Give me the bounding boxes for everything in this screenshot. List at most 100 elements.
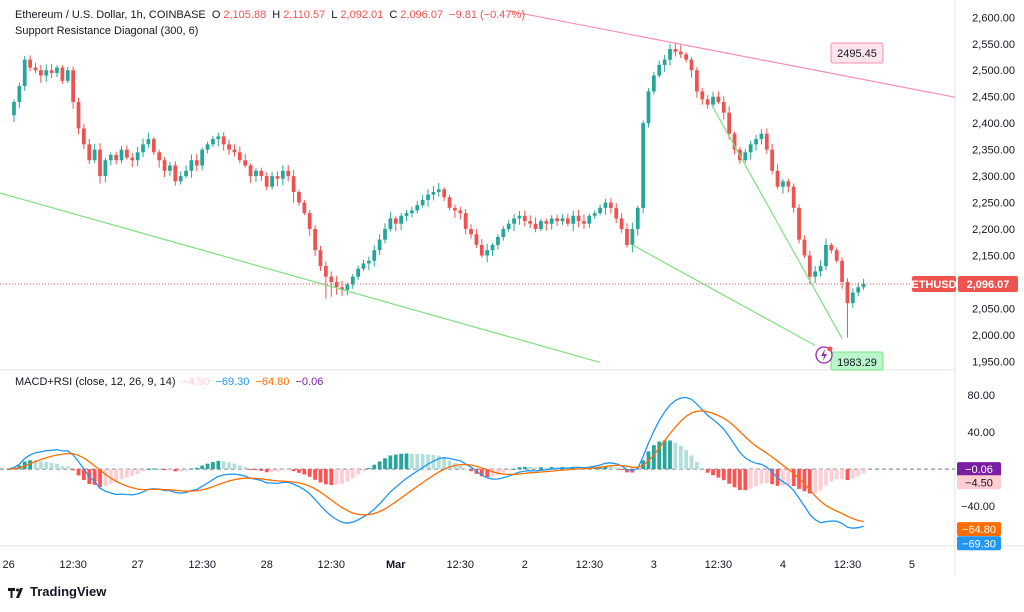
- candle-body: [92, 149, 97, 161]
- candle-body: [178, 176, 183, 182]
- macd-histogram-bar: [227, 462, 231, 470]
- low-label: L: [331, 9, 338, 21]
- macd-histogram-bar: [194, 467, 199, 470]
- candle-body: [243, 160, 248, 166]
- candle-body: [711, 96, 715, 105]
- candle-body: [286, 170, 291, 177]
- candle-body: [221, 136, 226, 145]
- macd-histogram-bar: [571, 467, 576, 470]
- macd-title: MACD+RSI (close, 12, 26, 9, 14): [15, 376, 176, 388]
- candle-body: [194, 160, 199, 166]
- candle-body: [732, 133, 737, 150]
- macd-histogram-bar: [28, 460, 32, 470]
- macd-histogram-bar: [426, 454, 430, 470]
- candle-body: [431, 191, 436, 195]
- macd-histogram-bar: [463, 468, 468, 470]
- macd-histogram-bar: [759, 469, 764, 484]
- macd-histogram-bar: [302, 469, 307, 475]
- candle-body: [65, 70, 70, 81]
- candle-body: [614, 207, 619, 219]
- candle-body: [71, 70, 76, 102]
- candle-body: [474, 234, 479, 245]
- candle-body: [334, 281, 339, 288]
- time-tick-label: 3: [651, 559, 657, 571]
- macd-histogram-bar: [721, 469, 726, 481]
- time-tick-label: 4: [780, 559, 786, 571]
- candle-body: [721, 101, 726, 113]
- macd-histogram-bar: [82, 469, 86, 481]
- macd-histogram-bar: [393, 454, 398, 470]
- lightning-icon: [815, 346, 833, 364]
- macd-histogram-bar: [420, 454, 425, 470]
- candle-body: [754, 139, 758, 145]
- macd-histogram-bar: [399, 453, 404, 470]
- low-value: 2,092.01: [340, 9, 384, 21]
- time-tick-label: 12:30: [576, 559, 604, 571]
- candle-body: [641, 123, 646, 208]
- macd-histogram-bar: [383, 458, 387, 470]
- macd-histogram-bar: [469, 469, 473, 472]
- macd-badge-text: −4.50: [965, 477, 993, 489]
- candle-body: [103, 160, 108, 177]
- candle-body: [232, 149, 237, 153]
- candle-body: [479, 244, 484, 256]
- macd-histogram-bar: [205, 463, 210, 470]
- symbol-title: Ethereum / U.S. Dollar, 1h, COINBASE: [15, 9, 206, 21]
- support-line: [712, 106, 843, 339]
- candle-body: [377, 239, 382, 251]
- macd-badge-text: −69.30: [962, 538, 996, 550]
- macd-histogram-bar: [738, 469, 742, 490]
- candle-body: [608, 202, 613, 208]
- macd-histogram-bar: [259, 469, 264, 471]
- tradingview-logo[interactable]: TradingView: [8, 584, 106, 599]
- macd-histogram-bar: [366, 468, 371, 470]
- candle-body: [372, 250, 377, 261]
- macd-histogram-bar: [485, 469, 490, 477]
- macd-histogram-bar: [114, 469, 119, 483]
- candle-body: [442, 189, 447, 198]
- candle-body: [764, 133, 769, 150]
- price-tick-label: 2,200.00: [972, 224, 1015, 236]
- macd-histogram-bar: [786, 469, 791, 486]
- macd-histogram-bar: [829, 469, 834, 482]
- macd-histogram-bar: [807, 469, 812, 494]
- candle-body: [463, 213, 468, 230]
- candle-body: [759, 133, 764, 140]
- macd-badge-text: −64.80: [962, 524, 996, 536]
- open-label: O: [211, 9, 221, 21]
- candle-body: [539, 221, 543, 230]
- macd-histogram-bar: [108, 469, 113, 484]
- price-tick-label: 2,400.00: [972, 118, 1015, 130]
- macd-histogram-bar: [98, 469, 102, 488]
- candle-body: [549, 218, 554, 224]
- macd-histogram-bar: [404, 453, 409, 470]
- candle-body: [662, 59, 667, 65]
- macd-histogram-bar: [178, 469, 183, 472]
- candle-body: [775, 170, 780, 187]
- time-tick-label: 27: [132, 559, 144, 571]
- price-tick-label: 2,550.00: [972, 39, 1015, 51]
- resistance-level-label: 2495.45: [830, 42, 884, 64]
- macd-histogram-bar: [254, 469, 258, 471]
- macd-histogram-bar: [200, 465, 205, 470]
- candle-body: [781, 181, 785, 187]
- macd-histogram-bar: [211, 461, 215, 470]
- macd-value-badge: −0.06: [957, 462, 1001, 477]
- macd-histogram-bar: [458, 465, 463, 470]
- macd-histogram-bar: [684, 450, 689, 470]
- candle-body: [340, 287, 344, 290]
- candle-body: [834, 250, 839, 261]
- candle-body: [44, 70, 49, 76]
- macd-histogram-bar: [232, 463, 237, 470]
- candle-body: [270, 176, 274, 187]
- signal-value: −64.80: [255, 376, 290, 388]
- macd-histogram-bar: [748, 469, 753, 489]
- macd-histogram-bar: [603, 465, 608, 470]
- time-tick-label: 12:30: [317, 559, 345, 571]
- macd-histogram-bar: [496, 469, 500, 475]
- macd-histogram-bar: [506, 469, 511, 471]
- macd-histogram-bar: [754, 469, 758, 487]
- candle-body: [388, 218, 393, 230]
